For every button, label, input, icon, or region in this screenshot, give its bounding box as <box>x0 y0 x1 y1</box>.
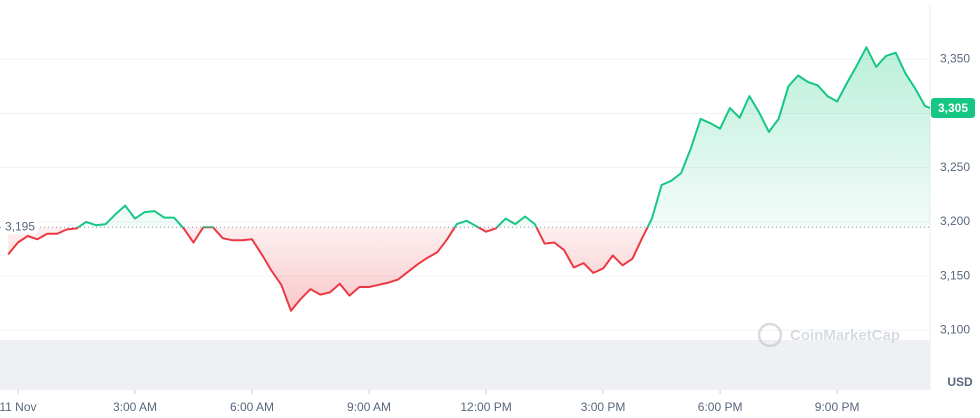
x-tick-label: 9:00 AM <box>347 400 391 414</box>
baseline-label-bg <box>2 219 38 235</box>
x-tick-label: 9:00 PM <box>815 400 860 414</box>
x-tick-label: 3:00 PM <box>581 400 626 414</box>
y-tick-label: 3,250 <box>940 160 970 174</box>
y-tick-label: 3,150 <box>940 268 970 282</box>
y-tick-label: 3,200 <box>940 214 970 228</box>
x-tick-label: 6:00 AM <box>230 400 274 414</box>
last-price-tag <box>931 98 975 119</box>
watermark: CoinMarketCap <box>757 322 900 348</box>
x-tick-label: 3:00 AM <box>113 400 157 414</box>
baseline-label: 3,195 <box>5 219 35 233</box>
y-tick-label: 3,100 <box>940 323 970 337</box>
watermark-text: CoinMarketCap <box>790 327 900 344</box>
x-tick-label: 6:00 PM <box>698 400 743 414</box>
x-tick-label: 11 Nov <box>0 400 37 414</box>
area-fill <box>8 47 930 311</box>
price-line <box>7 46 931 312</box>
x-tick-label: 12:00 PM <box>460 400 511 414</box>
currency-label: USD <box>947 375 973 389</box>
last-price-label: 3,305 <box>938 101 968 115</box>
y-tick-label: 3,350 <box>940 51 970 65</box>
volume-band <box>0 340 930 390</box>
